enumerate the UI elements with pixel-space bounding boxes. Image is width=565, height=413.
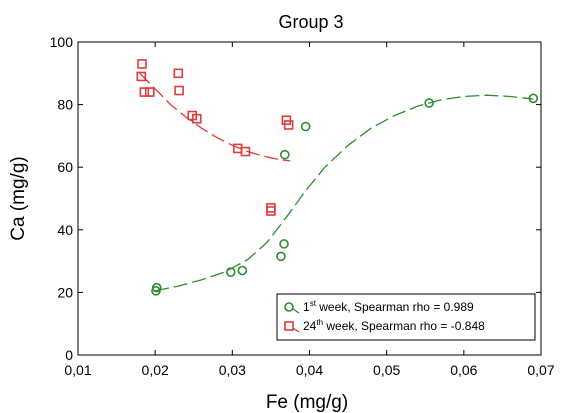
trend-line-series-2 [139, 72, 291, 162]
legend-label-series-2: 24th week, Spearman rho = -0.848 [303, 318, 485, 333]
trend-lines [139, 72, 534, 292]
trend-line-series-1 [155, 94, 534, 292]
legend-line-sample [292, 327, 300, 333]
y-axis-ticks: 0 20 40 60 80 100 [50, 34, 541, 363]
y-tick-label: 60 [57, 159, 73, 175]
y-tick-label: 40 [57, 222, 73, 238]
point-series-1 [279, 239, 289, 249]
point-series-2 [136, 71, 147, 82]
point-series-1 [528, 93, 539, 104]
point-series-2 [137, 59, 147, 69]
legend-label-suffix: week, Spearman rho = 0.989 [316, 300, 474, 314]
point-series-2 [266, 206, 276, 216]
point-series-1 [151, 286, 161, 296]
legend-label-superscript: th [316, 318, 323, 327]
y-tick-label: 20 [57, 284, 73, 300]
point-series-2 [240, 146, 251, 157]
point-series-2 [139, 87, 150, 97]
x-tick-label: 0,02 [142, 362, 169, 378]
point-series-1 [280, 149, 290, 160]
point-series-2 [174, 85, 184, 96]
y-tick-label: 100 [50, 34, 74, 50]
data-points [136, 59, 539, 296]
chart-title: Group 3 [278, 12, 343, 32]
point-series-1 [225, 267, 236, 277]
x-tick-label: 0,07 [527, 362, 554, 378]
x-tick-label: 0,04 [296, 362, 323, 378]
point-series-1 [300, 121, 311, 132]
point-series-2 [266, 203, 276, 213]
point-series-2 [283, 120, 294, 130]
legend: 1st week, Spearman rho = 0.989 24th week,… [276, 293, 536, 341]
x-tick-label: 0,06 [450, 362, 477, 378]
legend-line-sample [292, 308, 300, 314]
legend-box [276, 293, 536, 341]
point-series-1 [424, 98, 434, 108]
y-tick-label: 80 [57, 97, 73, 113]
point-series-2 [144, 87, 155, 97]
y-tick-label: 0 [65, 347, 73, 363]
x-axis-ticks: 0,01 0,02 0,03 0,04 0,05 0,06 0,07 [64, 42, 555, 378]
point-series-1 [276, 251, 286, 262]
legend-label-superscript: st [310, 299, 317, 308]
x-tick-label: 0,05 [373, 362, 400, 378]
y-axis-title: Ca (mg/g) [8, 156, 29, 240]
x-tick-label: 0,03 [219, 362, 246, 378]
point-series-2 [192, 113, 202, 124]
legend-label-prefix: 1 [303, 300, 310, 314]
point-series-1 [237, 265, 248, 276]
legend-marker-circle [284, 302, 294, 312]
legend-label-prefix: 24 [303, 319, 317, 333]
x-tick-label: 0,01 [64, 362, 91, 378]
legend-marker-square [284, 321, 294, 331]
legend-label-suffix: week, Spearman rho = -0.848 [323, 319, 485, 333]
point-series-2 [173, 68, 184, 79]
legend-label-series-1: 1st week, Spearman rho = 0.989 [303, 299, 474, 314]
x-axis-title: Fe (mg/g) [266, 392, 348, 413]
